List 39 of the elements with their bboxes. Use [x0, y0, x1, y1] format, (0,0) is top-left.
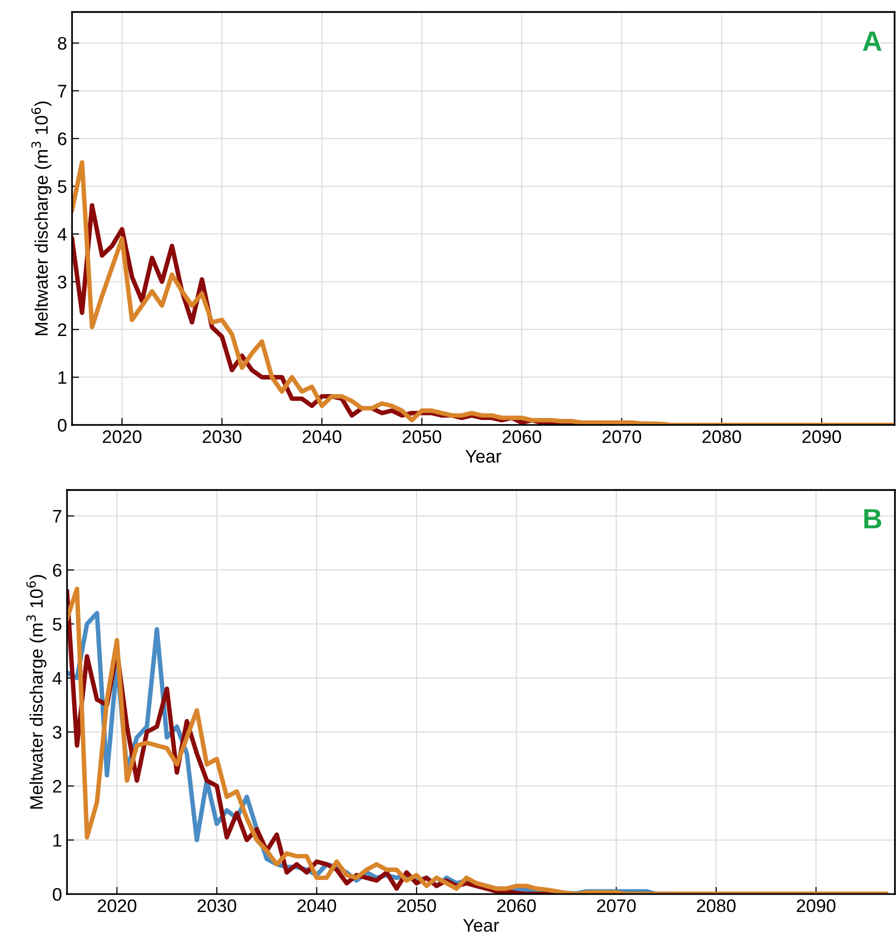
y-tick-label: 0	[52, 888, 62, 901]
y-tick-label: 0	[58, 418, 66, 432]
y-tick-label: 3	[52, 726, 62, 739]
x-tick-label: 2080	[696, 899, 736, 912]
y-tick-label: 6	[58, 132, 66, 146]
y-tick-label: 1	[58, 371, 66, 384]
y-tick-label: 4	[52, 672, 62, 685]
y-tick-label: 5	[58, 180, 66, 193]
x-tick-label: 2070	[597, 899, 636, 912]
y-tick-label: 3	[58, 276, 66, 288]
x-tick-label: 2090	[796, 899, 836, 912]
y-tick-label: 5	[52, 618, 62, 631]
y-axis-title: Meltwater discharge (m$^{3}$ 10$^{6}$)	[26, 575, 46, 809]
y-tick-label: 2	[53, 780, 62, 793]
x-axis-title: Year	[465, 450, 502, 463]
x-tick-label: 2050	[397, 899, 436, 912]
x-tick-label: 2030	[198, 899, 236, 912]
y-tick-label: 7	[58, 84, 66, 98]
x-tick-label: 2090	[802, 430, 841, 444]
y-axis-title: Meltwater discharge (m$^{3}$ 10$^{6}$)	[31, 102, 52, 336]
x-tick-label: 2040	[302, 430, 342, 444]
x-tick-label: 2070	[602, 430, 642, 444]
y-tick-label: 7	[53, 510, 62, 522]
x-axis-title: Year	[463, 919, 499, 932]
x-tick-label: 2040	[298, 899, 336, 912]
x-tick-label: 2050	[402, 430, 442, 444]
y-tick-label: 2	[58, 323, 66, 336]
y-tick-label: 6	[53, 564, 62, 577]
annotation: A	[862, 32, 882, 51]
y-tick-label: 4	[58, 228, 67, 241]
x-tick-label: 2020	[98, 899, 136, 912]
x-tick-label: 2030	[202, 430, 242, 444]
x-tick-label: 2060	[497, 899, 536, 912]
x-tick-label: 2060	[502, 430, 542, 444]
y-tick-label: 8	[58, 36, 66, 50]
x-tick-label: 2080	[702, 430, 742, 444]
x-tick-label: 2020	[102, 430, 142, 444]
y-tick-label: 1	[53, 834, 62, 847]
annotation: B	[864, 509, 882, 528]
